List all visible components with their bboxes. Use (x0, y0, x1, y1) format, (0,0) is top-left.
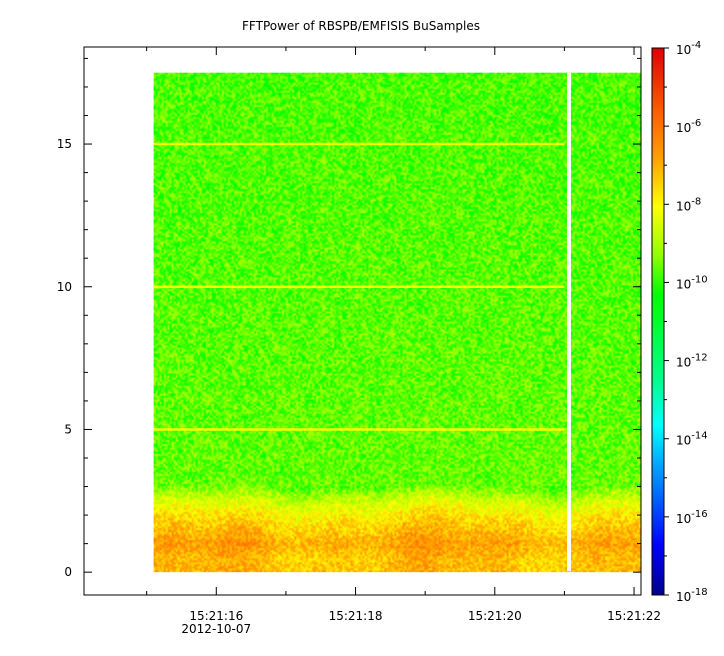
colorbar-tick-label: 10-16 (676, 509, 708, 526)
y-tick-label: 5 (64, 422, 72, 436)
spectrogram-image (153, 72, 641, 573)
colorbar-tick-label: 10-10 (676, 274, 708, 291)
x-tick-label: 15:21:20 (468, 609, 522, 623)
x-tick-label: 15:21:16 (189, 609, 243, 623)
y-axis: 0 5 10 15 (57, 57, 641, 579)
colorbar-tick-label: 10-4 (676, 40, 701, 57)
colorbar-tick-label: 10-12 (676, 353, 708, 370)
spectrogram-raster (153, 72, 641, 573)
x-tick-label: 15:21:22 (607, 609, 661, 623)
x-tick-sublabel: 2012-10-07 (181, 622, 251, 636)
y-tick-label: 15 (57, 137, 72, 151)
plot-frame (83, 46, 642, 596)
colorbar-tick-label: 10-18 (676, 587, 708, 604)
colorbar-gradient (651, 47, 665, 596)
colorbar-ticks: 10-4 10-6 10-8 10-10 10-12 10-14 10-16 10-18 (664, 40, 708, 604)
x-tick-label: 15:21:18 (329, 609, 383, 623)
colorbar: 10-4 10-6 10-8 10-10 10-12 10-14 10-16 10-18 (651, 40, 708, 604)
harmonic-lines (153, 142, 565, 431)
colorbar-tick-label: 10-8 (676, 196, 701, 213)
y-tick-label: 0 (64, 565, 72, 579)
colorbar-tick-label: 10-6 (676, 118, 701, 135)
chart-title: FFTPower of RBSPB/EMFISIS BuSamples (242, 19, 480, 33)
y-tick-label: 10 (57, 280, 72, 294)
data-gap (567, 73, 571, 571)
colorbar-tick-label: 10-14 (676, 431, 708, 448)
